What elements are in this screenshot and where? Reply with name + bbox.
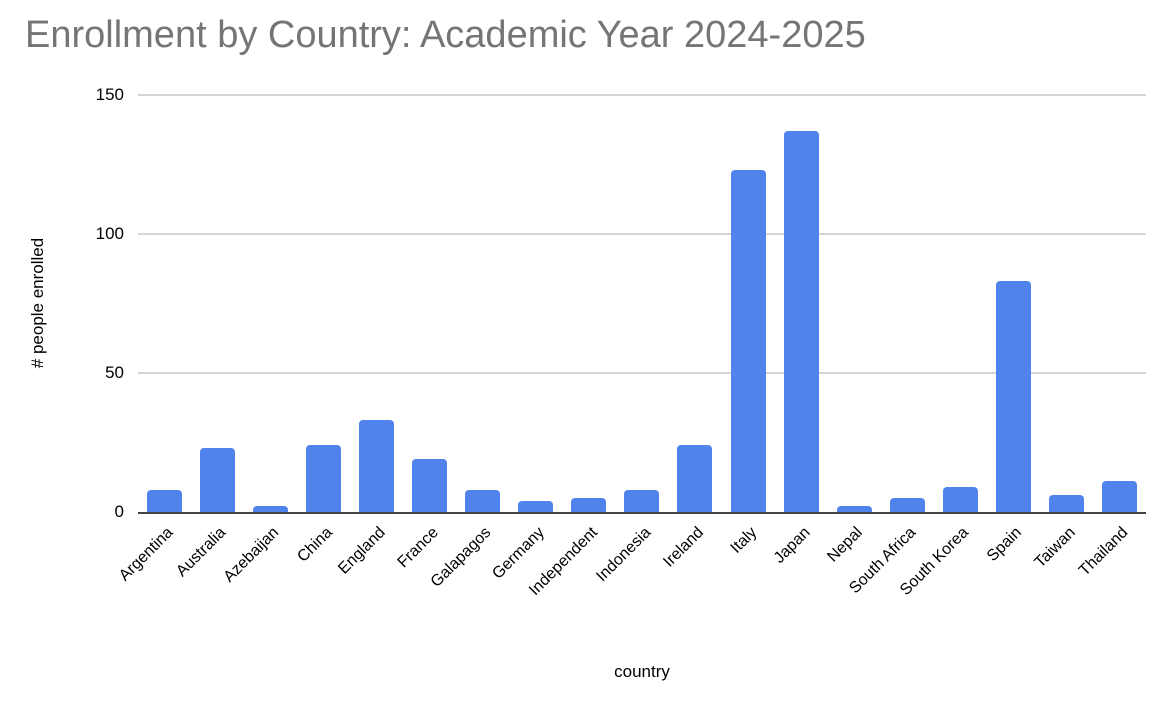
bar-argentina: [147, 489, 183, 512]
bar-slot-galapagos: Galapagos: [428, 95, 509, 591]
x-tick-label-china: China: [294, 524, 336, 566]
bar-galapagos: [465, 489, 501, 512]
bar-slot-azebaijan: Azebaijan: [221, 95, 297, 586]
x-tick-label-spain: Spain: [984, 524, 1026, 565]
bar-slot-thailand: Thailand: [1076, 95, 1146, 579]
bars-layer: Argentina Australia Azebaijan China England F…: [116, 95, 1146, 599]
bar-slot-france: France: [395, 95, 456, 571]
bar-slot-south-africa: South Africa: [846, 95, 934, 597]
bar-indonesia: [624, 489, 660, 512]
x-tick-label-azebaijan: Azebaijan: [220, 524, 283, 586]
bar-italy: [730, 170, 766, 512]
x-tick-label-italy: Italy: [727, 524, 761, 557]
x-tick-label-nepal: Nepal: [824, 524, 867, 566]
bar-slot-spain: Spain: [984, 95, 1040, 565]
chart-title: Enrollment by Country: Academic Year 202…: [25, 14, 866, 56]
bar-australia: [200, 448, 236, 512]
x-tick-label-england: England: [335, 524, 389, 578]
bar-china: [306, 445, 342, 512]
bar-slot-south-korea: South Korea: [897, 95, 987, 599]
bar-slot-italy: Italy: [722, 95, 775, 557]
bar-france: [412, 459, 448, 512]
x-tick-label-argentina: Argentina: [116, 524, 177, 585]
gridline-50: [138, 372, 1146, 375]
x-axis-title: country: [614, 662, 670, 681]
bar-england: [359, 420, 395, 512]
bar-slot-china: China: [294, 95, 350, 566]
bar-slot-nepal: Nepal: [825, 95, 881, 566]
y-tick-label-150: 150: [95, 85, 124, 104]
bar-ireland: [677, 445, 713, 512]
plot-area: 0 50 100 150 Argentina Australia Azebaijan Chi…: [96, 85, 1146, 599]
x-tick-label-france: France: [394, 524, 442, 572]
bar-spain: [995, 281, 1031, 512]
bar-slot-japan: Japan: [770, 95, 828, 567]
bar-germany: [518, 500, 554, 512]
bar-japan: [783, 131, 819, 512]
x-tick-label-japan: Japan: [770, 524, 814, 567]
y-axis-title: # people enrolled: [28, 237, 47, 369]
y-tick-label-50: 50: [105, 363, 124, 383]
bar-slot-ireland: Ireland: [660, 95, 721, 571]
bar-slot-germany: Germany: [489, 95, 562, 583]
y-tick-label-0: 0: [114, 502, 124, 521]
bar-slot-indonesia: Indonesia: [593, 95, 668, 585]
bar-slot-england: England: [335, 95, 403, 578]
bar-slot-argentina: Argentina: [116, 95, 191, 584]
bar-nepal: [836, 506, 872, 512]
gridline-150: [138, 94, 1146, 96]
bar-slot-independent: Independent: [526, 95, 615, 599]
bar-independent: [571, 498, 607, 512]
x-tick-label-taiwan: Taiwan: [1031, 524, 1079, 572]
bar-azebaijan: [253, 506, 289, 512]
x-tick-label-thailand: Thailand: [1075, 524, 1132, 580]
gridline-100: [138, 233, 1146, 236]
bar-south-korea: [942, 486, 978, 512]
x-tick-label-ireland: Ireland: [660, 524, 708, 571]
bar-slot-australia: Australia: [174, 95, 244, 580]
bar-taiwan: [1048, 495, 1084, 512]
bar-slot-taiwan: Taiwan: [1031, 95, 1093, 571]
bar-thailand: [1101, 481, 1137, 512]
y-tick-label-100: 100: [95, 224, 124, 244]
bar-south-africa: [889, 498, 925, 512]
x-tick-label-indonesia: Indonesia: [592, 524, 654, 586]
